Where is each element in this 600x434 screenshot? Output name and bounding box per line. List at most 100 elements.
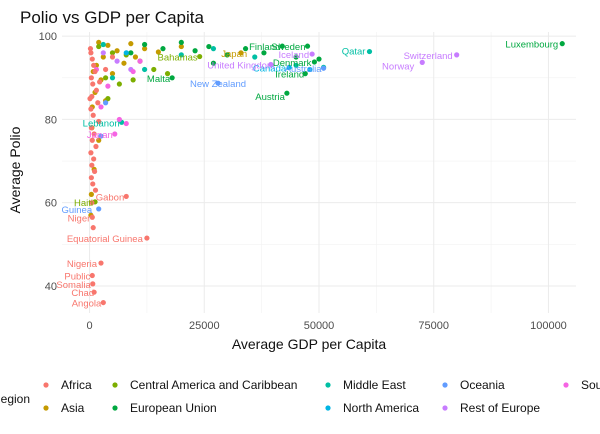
- legend-swatch: [112, 382, 118, 388]
- data-point: [121, 60, 127, 66]
- y-axis-title: Average Polio: [7, 126, 23, 213]
- data-point: [242, 46, 249, 52]
- point-label: Gabon: [96, 192, 125, 203]
- y-tick-label: 100: [39, 31, 57, 43]
- legend-label: Rest of Europe: [460, 401, 540, 415]
- legend-label: Middle East: [343, 378, 406, 392]
- data-point: [112, 131, 118, 137]
- data-point: [178, 52, 184, 58]
- data-point: [88, 150, 94, 156]
- data-point: [96, 118, 102, 125]
- legend-swatch: [325, 405, 331, 411]
- y-tick-label: 40: [45, 281, 57, 293]
- legend-title: Region: [0, 392, 30, 406]
- legend-swatch: [563, 382, 569, 388]
- data-point: [130, 68, 136, 75]
- data-point: [98, 260, 104, 266]
- point-label: Somalia: [56, 280, 91, 291]
- legend-label: Central America and Caribbean: [130, 378, 297, 392]
- data-point: [366, 48, 373, 55]
- point-label: Denmark: [273, 58, 312, 69]
- point-label: Qatar: [342, 47, 366, 58]
- data-point: [109, 75, 116, 81]
- data-point: [93, 87, 100, 93]
- point-label: Australia: [285, 64, 323, 75]
- data-point: [100, 50, 106, 56]
- x-axis-title: Average GDP per Capita: [232, 336, 387, 352]
- data-point: [100, 41, 106, 48]
- data-point: [160, 46, 166, 52]
- data-point: [92, 68, 98, 75]
- data-point: [91, 62, 97, 68]
- x-tick-label: 25000: [189, 320, 220, 332]
- data-point: [268, 61, 274, 68]
- data-point: [302, 71, 308, 77]
- data-point: [91, 131, 97, 137]
- point-label: Guinea: [61, 205, 92, 216]
- chart-title: Polio vs GDP per Capita: [20, 8, 204, 27]
- point-label: Japan: [221, 49, 247, 60]
- data-point: [123, 193, 129, 200]
- plot-grid: [62, 32, 576, 313]
- data-point: [88, 175, 94, 181]
- y-tick-label: 60: [45, 198, 57, 210]
- data-point: [89, 56, 95, 62]
- data-point: [419, 59, 425, 65]
- data-point: [105, 96, 111, 102]
- point-label: Iceland: [278, 50, 309, 61]
- data-point: [88, 50, 94, 56]
- data-point: [96, 137, 102, 143]
- data-point: [88, 191, 94, 197]
- data-point: [90, 225, 96, 231]
- data-point: [320, 65, 327, 71]
- data-point: [279, 43, 285, 49]
- point-label: United Kingdom: [207, 60, 275, 71]
- data-point: [128, 41, 134, 47]
- point-label: Finland: [249, 42, 280, 53]
- data-point: [311, 59, 318, 65]
- data-point: [192, 48, 198, 54]
- data-point: [100, 299, 106, 306]
- legend-label: Asia: [61, 401, 85, 415]
- data-point: [90, 181, 96, 187]
- data-point: [286, 64, 292, 70]
- data-point: [116, 116, 122, 123]
- legend-swatch: [43, 382, 49, 388]
- data-point: [142, 66, 148, 73]
- data-point: [215, 80, 221, 86]
- data-point: [98, 104, 104, 110]
- data-points: [87, 39, 565, 306]
- data-point: [116, 81, 122, 87]
- data-point: [91, 156, 97, 162]
- data-point: [105, 83, 111, 89]
- data-point: [132, 54, 139, 60]
- data-point: [224, 52, 230, 58]
- data-point: [284, 90, 290, 96]
- data-point: [93, 143, 99, 150]
- data-point: [128, 50, 134, 56]
- legend-label: Africa: [61, 378, 92, 392]
- data-point: [89, 214, 95, 220]
- data-point: [142, 46, 148, 52]
- data-point: [144, 235, 150, 241]
- data-point: [89, 272, 95, 279]
- data-point: [210, 46, 217, 52]
- point-label: New Zealand: [190, 79, 246, 90]
- data-point: [102, 100, 109, 106]
- data-point: [178, 39, 184, 46]
- x-axis-ticks: 0 25000 50000 75000 100000: [86, 320, 566, 332]
- data-point: [96, 39, 102, 46]
- data-point: [89, 137, 95, 143]
- point-label: Chad: [71, 288, 94, 299]
- data-point: [90, 112, 96, 118]
- data-point: [155, 49, 161, 55]
- data-point: [123, 50, 129, 56]
- data-point: [293, 62, 299, 68]
- legend-label: South America: [581, 378, 600, 392]
- data-point: [197, 53, 203, 60]
- point-label: Haiti: [74, 198, 93, 209]
- legend-label: North America: [343, 401, 419, 415]
- data-point: [142, 41, 148, 48]
